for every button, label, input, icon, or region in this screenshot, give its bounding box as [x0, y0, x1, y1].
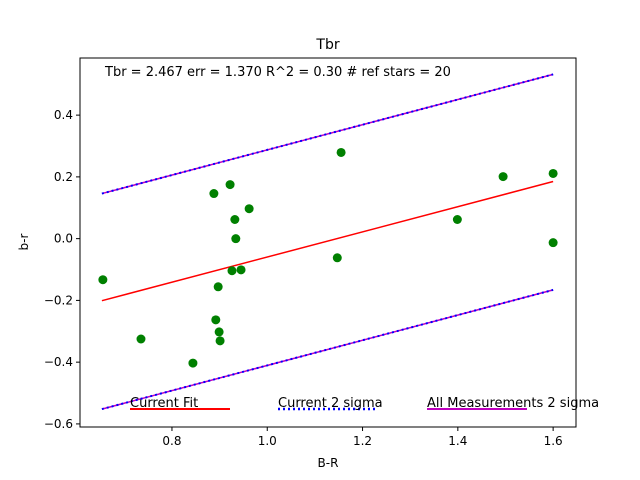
data-point — [214, 327, 224, 337]
legend-label: All Measurements 2 sigma — [427, 396, 599, 411]
chart-title: Tbr — [315, 37, 339, 53]
plot-area — [98, 73, 558, 411]
axes-frame — [79, 57, 577, 428]
line-current-fit — [101, 180, 554, 302]
data-point — [236, 265, 246, 275]
x-tick-label: 1.0 — [258, 434, 277, 448]
y-tick-label: −0.2 — [44, 293, 73, 307]
data-point — [188, 358, 198, 368]
data-point — [498, 172, 508, 182]
fit-annotation: Tbr = 2.467 err = 1.370 R^2 = 0.30 # ref… — [104, 65, 451, 80]
x-tick-label: 0.8 — [162, 434, 181, 448]
data-point — [452, 214, 462, 224]
data-point — [136, 334, 146, 344]
y-tick-label: 0.4 — [54, 108, 73, 122]
data-point — [209, 189, 219, 199]
x-tick-label: 1.2 — [353, 434, 372, 448]
data-point — [230, 214, 240, 224]
legend: Current Fit Current 2 sigma All Measuremen… — [130, 396, 599, 411]
line-all-measurements-2-sigma-lower — [101, 289, 554, 410]
data-point — [225, 180, 235, 190]
data-point — [231, 234, 241, 244]
x-axis-label: B-R — [318, 456, 339, 470]
data-point — [211, 315, 221, 325]
y-tick-label: −0.6 — [44, 417, 73, 431]
line-all-measurements-2-sigma-upper — [101, 73, 554, 195]
x-tick-label: 1.6 — [544, 434, 563, 448]
data-point — [227, 266, 237, 276]
y-tick-label: −0.4 — [44, 355, 73, 369]
legend-label: Current 2 sigma — [278, 396, 383, 411]
data-point — [215, 336, 225, 346]
legend-label: Current Fit — [130, 396, 198, 411]
data-point — [548, 168, 558, 178]
y-axis-label: b-r — [17, 233, 31, 250]
data-point — [548, 238, 558, 248]
y-tick-label: 0.0 — [54, 232, 73, 246]
x-tick-label: 1.4 — [448, 434, 467, 448]
data-point — [213, 282, 223, 292]
data-point — [336, 147, 346, 157]
y-tick-label: 0.2 — [54, 170, 73, 184]
data-point — [244, 204, 254, 214]
data-point — [98, 275, 108, 285]
data-point — [332, 253, 342, 263]
